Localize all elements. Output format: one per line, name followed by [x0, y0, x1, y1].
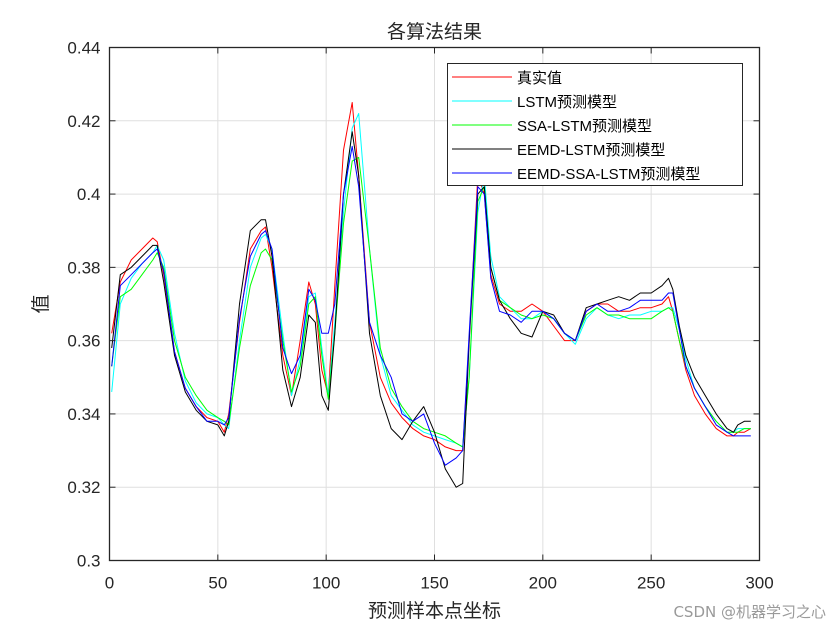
series-line [111, 102, 752, 452]
x-tick-label: 200 [529, 574, 557, 593]
y-axis-label: 值 [30, 294, 52, 313]
series-line [111, 131, 751, 488]
legend-item: LSTM预测模型 [452, 94, 617, 111]
y-tick-label: 0.34 [67, 405, 100, 424]
legend-item: EEMD-SSA-LSTM预测模型 [452, 166, 700, 183]
y-tick-label: 0.38 [67, 258, 100, 277]
data-series [111, 102, 752, 488]
axis-ticks: 0 50 100 150 200 250 300 0.3 0.32 0.34 0.36 0.38 0.4… [67, 39, 773, 593]
x-tick-label: 50 [208, 574, 227, 593]
legend-label: EEMD-SSA-LSTM预测模型 [517, 166, 700, 183]
y-tick-label: 0.32 [67, 478, 100, 497]
y-tick-label: 0.36 [67, 332, 100, 351]
watermark: CSDN @机器学习之心 [673, 603, 826, 621]
legend-label: 真实值 [517, 69, 562, 87]
x-tick-label: 150 [420, 574, 448, 593]
x-tick-label: 100 [312, 574, 340, 593]
y-tick-label: 0.44 [67, 39, 100, 58]
legend-item: EEMD-LSTM预测模型 [452, 142, 665, 159]
legend-item: 真实值 [452, 69, 562, 87]
legend-item: SSA-LSTM预测模型 [452, 118, 652, 135]
x-axis-label: 预测样本点坐标 [368, 600, 501, 622]
x-tick-label: 300 [745, 574, 773, 593]
y-tick-label: 0.3 [77, 552, 101, 571]
series-line [111, 156, 751, 448]
legend-label: SSA-LSTM预测模型 [517, 118, 652, 135]
y-tick-label: 0.42 [67, 112, 100, 131]
series-line [111, 145, 751, 466]
legend-label: LSTM预测模型 [517, 94, 617, 111]
chart-title: 各算法结果 [387, 21, 482, 43]
y-tick-label: 0.4 [77, 185, 101, 204]
x-tick-label: 250 [637, 574, 665, 593]
legend-label: EEMD-LSTM预测模型 [517, 142, 665, 159]
x-tick-label: 0 [105, 574, 114, 593]
legend: 真实值 LSTM预测模型 SSA-LSTM预测模型 EEMD-LSTM预测模型 EEMD… [447, 63, 743, 186]
